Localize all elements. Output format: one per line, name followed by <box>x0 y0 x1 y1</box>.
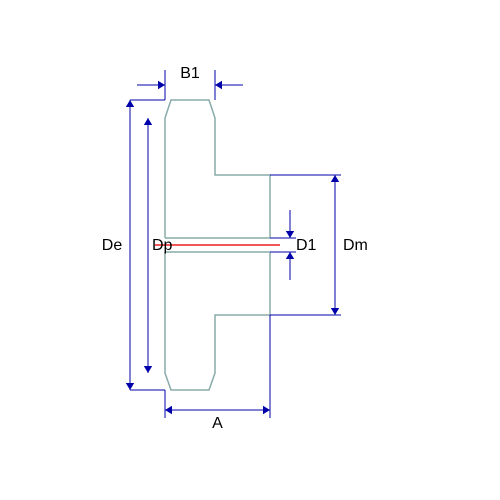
label-dm: Dm <box>343 237 368 254</box>
label-a: A <box>212 415 223 432</box>
sprocket-lower-outline <box>165 252 270 390</box>
label-d1: D1 <box>296 237 317 254</box>
label-de: De <box>102 237 123 254</box>
sprocket-upper-outline <box>165 100 270 238</box>
label-dp: Dp <box>152 237 173 254</box>
sprocket-cross-section-diagram: B1 De Dp D1 Dm A <box>0 0 500 500</box>
label-b1: B1 <box>180 65 200 82</box>
